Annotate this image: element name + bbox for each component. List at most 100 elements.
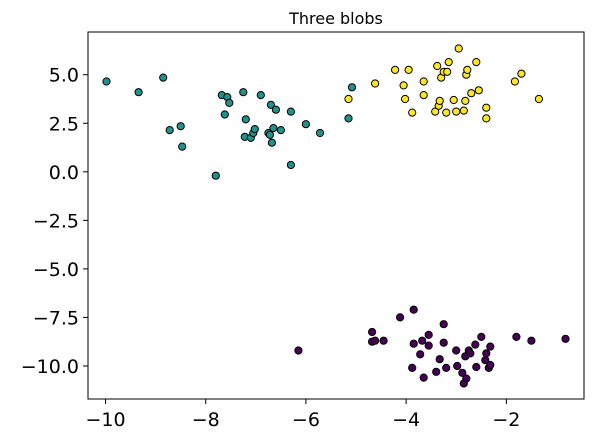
scatter-point-blob-2 bbox=[442, 108, 451, 117]
scatter-point-blob-3 bbox=[368, 327, 377, 337]
scatter-point-blob-3 bbox=[561, 334, 570, 343]
scatter-point-blob-3 bbox=[432, 367, 441, 376]
scatter-point-blob-1 bbox=[178, 142, 187, 151]
scatter-point-blob-2 bbox=[474, 86, 483, 95]
scatter-point-blob-1 bbox=[347, 83, 357, 92]
scatter-point-blob-1 bbox=[134, 88, 143, 97]
scatter-point-blob-3 bbox=[416, 350, 425, 359]
x-tick-label: −6 bbox=[292, 409, 320, 431]
scatter-point-blob-3 bbox=[482, 349, 491, 358]
chart-title: Three blobs bbox=[288, 9, 383, 28]
scatter-point-blob-1 bbox=[102, 77, 111, 86]
scatter-point-blob-2 bbox=[444, 58, 453, 67]
scatter-point-blob-1 bbox=[211, 171, 220, 180]
scatter-point-blob-3 bbox=[408, 363, 417, 372]
scatter-point-blob-2 bbox=[371, 79, 380, 88]
scatter-point-blob-1 bbox=[276, 126, 285, 135]
scatter-point-blob-3 bbox=[439, 320, 448, 329]
scatter-point-blob-1 bbox=[220, 110, 229, 119]
scatter-point-blob-3 bbox=[294, 346, 303, 355]
scatter-point-blob-1 bbox=[266, 100, 275, 109]
scatter-point-blob-2 bbox=[431, 107, 440, 116]
scatter-point-blob-2 bbox=[443, 67, 452, 76]
y-tick-label: 5.0 bbox=[49, 65, 79, 87]
scatter-point-blob-2 bbox=[463, 65, 472, 75]
scatter-point-blob-3 bbox=[471, 340, 480, 349]
scatter-point-blob-2 bbox=[399, 81, 408, 90]
scatter-point-blob-3 bbox=[424, 330, 433, 339]
scatter-point-blob-2 bbox=[454, 44, 463, 53]
scatter-point-blob-3 bbox=[439, 338, 448, 347]
scatter-point-blob-3 bbox=[477, 332, 486, 341]
scatter-point-blob-1 bbox=[176, 122, 185, 131]
x-tick-label: −2 bbox=[492, 409, 520, 431]
scatter-point-blob-3 bbox=[458, 368, 467, 377]
y-tick-label: −10.0 bbox=[21, 356, 79, 378]
scatter-point-blob-2 bbox=[435, 96, 444, 106]
scatter-point-blob-1 bbox=[165, 126, 174, 135]
scatter-point-blob-3 bbox=[452, 346, 461, 355]
scatter-point-blob-2 bbox=[482, 103, 491, 112]
scatter-point-blob-2 bbox=[344, 94, 353, 104]
y-axis: 5.0 2.5 0.0 −2.5 −5.0 −7.5 −10.0 bbox=[21, 65, 88, 378]
x-tick-label: −10 bbox=[85, 409, 125, 431]
scatter-point-blob-3 bbox=[419, 373, 428, 382]
scatter-point-blob-1 bbox=[265, 130, 274, 139]
scatter-point-blob-3 bbox=[462, 374, 471, 383]
scatter-point-blob-3 bbox=[379, 336, 388, 345]
scatter-point-blob-3 bbox=[371, 336, 380, 345]
scatter-points bbox=[102, 44, 570, 388]
scatter-point-blob-2 bbox=[401, 94, 410, 104]
scatter-point-blob-1 bbox=[344, 114, 353, 123]
scatter-point-blob-2 bbox=[472, 58, 481, 67]
x-tick-label: −8 bbox=[192, 409, 220, 431]
scatter-point-blob-2 bbox=[510, 77, 520, 86]
scatter-point-blob-1 bbox=[159, 73, 168, 82]
scatter-point-blob-2 bbox=[449, 95, 458, 105]
x-tick-label: −4 bbox=[392, 409, 420, 431]
scatter-point-blob-2 bbox=[467, 89, 476, 98]
scatter-point-blob-2 bbox=[452, 107, 461, 116]
scatter-point-blob-2 bbox=[404, 65, 413, 75]
scatter-point-blob-2 bbox=[391, 65, 400, 75]
scatter-point-blob-2 bbox=[408, 108, 417, 117]
scatter-point-blob-1 bbox=[315, 128, 325, 138]
scatter-point-blob-2 bbox=[419, 77, 428, 86]
scatter-point-blob-1 bbox=[241, 115, 250, 124]
scatter-point-blob-3 bbox=[486, 342, 495, 351]
scatter-point-blob-2 bbox=[419, 91, 428, 100]
scatter-point-blob-3 bbox=[409, 339, 418, 348]
y-tick-label: −2.5 bbox=[33, 210, 79, 232]
scatter-point-blob-3 bbox=[472, 362, 481, 372]
scatter-point-blob-3 bbox=[424, 341, 433, 350]
scatter-point-blob-1 bbox=[250, 125, 259, 134]
scatter-point-blob-1 bbox=[301, 120, 310, 129]
y-tick-label: −5.0 bbox=[33, 259, 79, 281]
scatter-point-blob-3 bbox=[453, 361, 462, 371]
y-tick-label: −7.5 bbox=[33, 307, 79, 329]
y-tick-label: 2.5 bbox=[49, 113, 79, 135]
plot-area-frame bbox=[87, 31, 585, 400]
scatter-point-blob-1 bbox=[267, 138, 276, 147]
scatter-point-blob-2 bbox=[534, 94, 544, 104]
scatter-point-blob-1 bbox=[269, 124, 278, 133]
scatter-point-blob-1 bbox=[286, 107, 295, 116]
scatter-point-blob-3 bbox=[435, 355, 444, 364]
scatter-point-blob-3 bbox=[396, 313, 405, 322]
scatter-point-blob-3 bbox=[409, 305, 418, 314]
scatter-point-blob-3 bbox=[418, 336, 427, 345]
scatter-point-blob-2 bbox=[517, 69, 526, 78]
scatter-point-blob-3 bbox=[512, 332, 521, 341]
scatter-point-blob-3 bbox=[527, 336, 536, 345]
scatter-point-blob-1 bbox=[225, 98, 234, 108]
scatter-point-blob-2 bbox=[482, 114, 491, 123]
scatter-point-blob-1 bbox=[286, 160, 295, 170]
scatter-point-blob-3 bbox=[442, 363, 451, 372]
scatter-point-blob-1 bbox=[239, 88, 248, 97]
scatter-point-blob-1 bbox=[256, 91, 265, 100]
scatter-point-blob-2 bbox=[461, 96, 470, 106]
y-tick-label: 0.0 bbox=[49, 162, 79, 184]
scatter-point-blob-2 bbox=[433, 61, 442, 71]
